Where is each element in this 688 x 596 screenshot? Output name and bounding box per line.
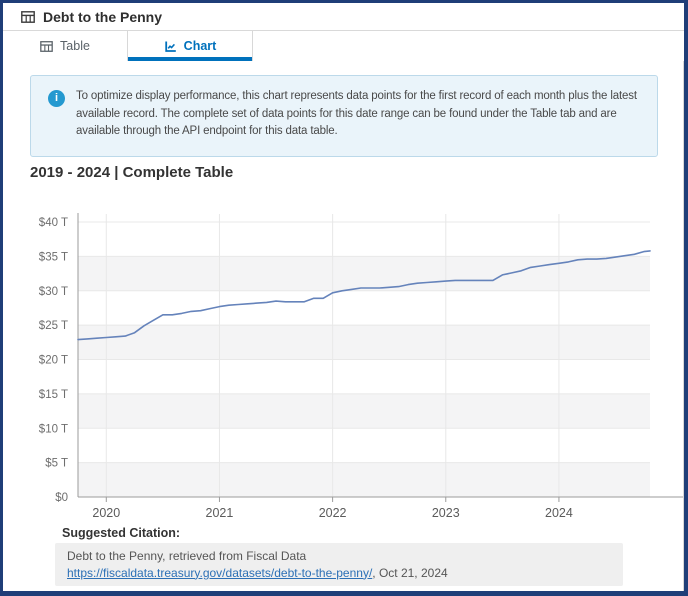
citation-heading: Suggested Citation: — [62, 526, 181, 540]
svg-text:2024: 2024 — [545, 506, 573, 520]
dataset-title: Debt to the Penny — [43, 8, 163, 25]
svg-text:2021: 2021 — [206, 506, 234, 520]
active-tab-underline — [128, 57, 252, 61]
tab-chart-label: Chart — [183, 39, 217, 53]
chart-title: 2019 - 2024 | Complete Table — [30, 164, 234, 181]
svg-text:$35 T: $35 T — [39, 251, 68, 263]
dataset-header: Debt to the Penny — [3, 3, 684, 31]
info-banner: i To optimize display performance, this … — [30, 75, 658, 157]
info-banner-text: To optimize display performance, this ch… — [76, 90, 637, 137]
chart-icon — [164, 40, 177, 53]
svg-text:$0: $0 — [55, 492, 68, 504]
svg-text:$30 T: $30 T — [39, 286, 68, 298]
citation-link[interactable]: https://fiscaldata.treasury.gov/datasets… — [67, 565, 373, 580]
info-icon: i — [48, 90, 65, 107]
chart-bands — [78, 256, 650, 497]
table-icon — [21, 10, 35, 23]
tab-bar: Table Chart — [3, 31, 684, 61]
citation-date-suffix: , Oct 21, 2024 — [372, 565, 448, 580]
svg-text:$15 T: $15 T — [39, 389, 68, 401]
debt-series-line[interactable] — [77, 250, 651, 341]
tab-table-label: Table — [60, 39, 90, 53]
svg-text:2020: 2020 — [92, 506, 120, 520]
svg-text:2023: 2023 — [432, 506, 460, 520]
tab-chart[interactable]: Chart — [128, 31, 253, 61]
svg-text:$40 T: $40 T — [39, 217, 68, 229]
chart-axes — [77, 213, 683, 502]
svg-text:$25 T: $25 T — [39, 320, 68, 332]
citation-line2: https://fiscaldata.treasury.gov/datasets… — [67, 565, 611, 582]
svg-text:$5 T: $5 T — [45, 458, 68, 470]
svg-text:$20 T: $20 T — [39, 355, 68, 367]
debt-line-chart[interactable]: $0 $5 T $10 T $15 T $20 T $25 T $30 T $35 T $40 … — [3, 190, 688, 530]
citation-line1: Debt to the Penny, retrieved from Fiscal… — [67, 549, 307, 563]
chart-gridlines — [78, 214, 650, 497]
right-divider — [683, 3, 684, 591]
citation-box: Debt to the Penny, retrieved from Fiscal… — [55, 543, 623, 586]
svg-text:$10 T: $10 T — [39, 423, 68, 435]
tab-table[interactable]: Table — [3, 31, 128, 61]
debt-line-chart-svg[interactable]: $0 $5 T $10 T $15 T $20 T $25 T $30 T $35 T $40 … — [3, 190, 688, 530]
table-icon — [40, 40, 53, 52]
chart-axis-labels: $0 $5 T $10 T $15 T $20 T $25 T $30 T $35 T $40 … — [39, 217, 573, 520]
svg-text:2022: 2022 — [319, 506, 347, 520]
